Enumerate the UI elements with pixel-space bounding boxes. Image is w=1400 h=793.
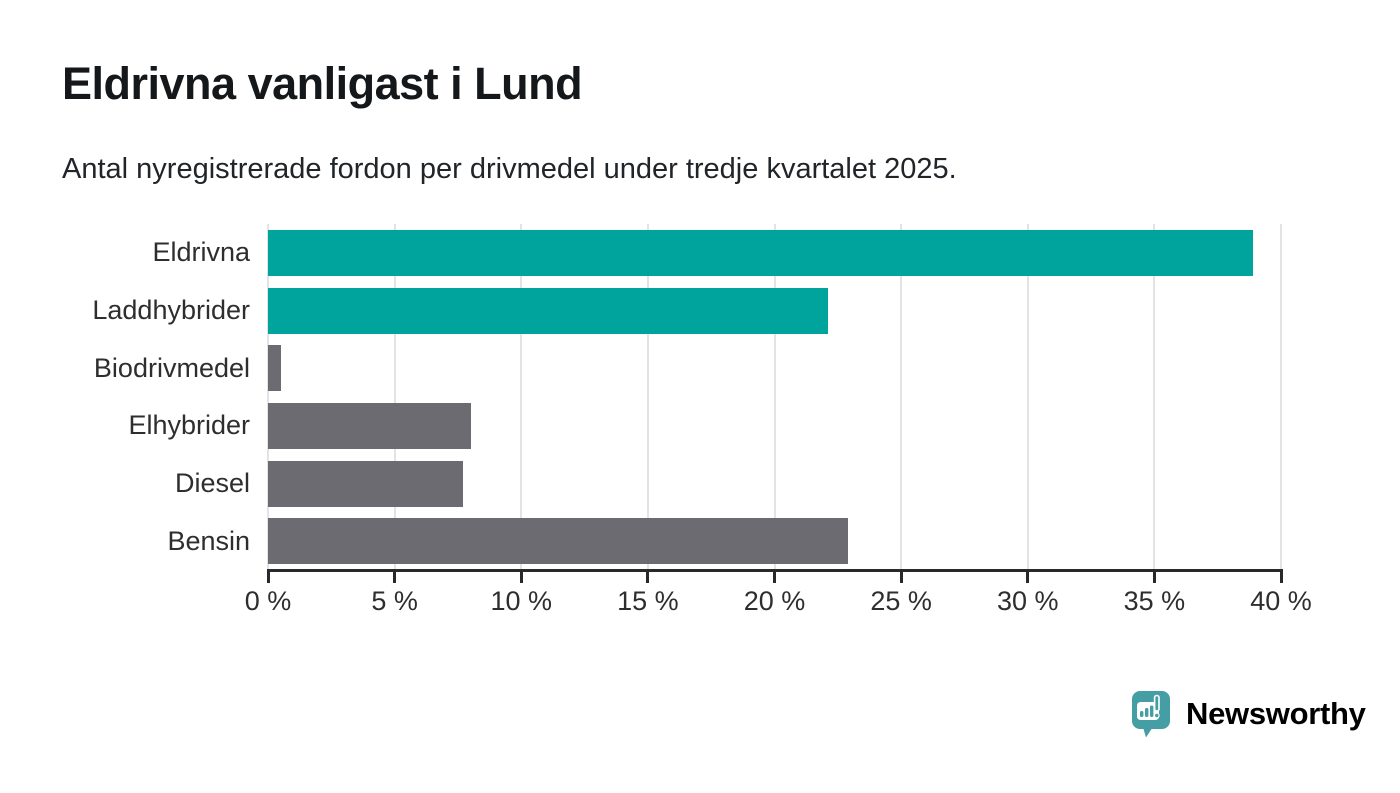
category-label: Bensin — [167, 525, 250, 556]
gridline — [1280, 224, 1282, 570]
x-tick-mark — [1279, 572, 1283, 583]
x-tick-label: 30 % — [996, 586, 1059, 616]
category-label: Laddhybrider — [92, 294, 250, 325]
gridline — [646, 224, 649, 570]
chart-subtitle: Antal nyregistrerade fordon per drivmede… — [62, 153, 957, 185]
gridline — [393, 224, 396, 570]
x-axis-line — [267, 569, 1283, 572]
x-tick-label: 10 % — [490, 586, 553, 616]
bar-diesel — [268, 460, 463, 507]
category-labels: Eldrivna Laddhybrider Biodrivmedel Elhybrid… — [0, 224, 250, 570]
chart-title: Eldrivna vanligast i Lund — [62, 58, 583, 109]
bar-eldrivna — [268, 229, 1254, 276]
category-label: Eldrivna — [152, 237, 250, 268]
x-tick-label: 40 % — [1250, 586, 1312, 616]
x-tick-mark — [393, 572, 397, 583]
x-tick-mark — [266, 572, 270, 583]
newsworthy-logo-text: Newsworthy — [1186, 696, 1366, 731]
gridline — [900, 224, 903, 570]
gridline — [1153, 224, 1156, 570]
x-axis: 0 % 5 % 10 % 15 % 20 % 25 % 30 % 35 % 40 % — [245, 572, 1312, 622]
x-tick-label: 35 % — [1123, 586, 1186, 616]
gridline — [773, 224, 776, 570]
x-tick-mark — [1152, 572, 1156, 583]
category-label: Biodrivmedel — [93, 352, 250, 383]
bar-laddhybrider — [268, 287, 828, 334]
x-tick-mark — [519, 572, 523, 583]
x-tick-label: 20 % — [743, 586, 806, 616]
x-tick-mark — [1026, 572, 1030, 583]
newsworthy-chart-bubble-icon — [1132, 691, 1170, 738]
newsworthy-logo: Newsworthy — [1131, 690, 1366, 738]
category-label: Elhybrider — [128, 410, 250, 441]
x-tick-label: 5 % — [371, 586, 418, 616]
x-tick-mark — [773, 572, 776, 583]
bar-elhybrider — [268, 402, 471, 449]
category-label: Diesel — [174, 467, 250, 498]
bar-biodrivmedel — [268, 345, 281, 392]
gridline — [520, 224, 523, 570]
x-tick-label: 25 % — [870, 586, 932, 616]
x-tick-mark — [899, 572, 903, 583]
logo-exclamation-icon — [1153, 694, 1160, 712]
bar-bensin — [268, 518, 848, 565]
gridline — [267, 224, 269, 570]
x-tick-label: 0 % — [244, 586, 292, 616]
plot-area — [267, 224, 1282, 570]
gridline — [1026, 224, 1029, 570]
x-tick-label: 15 % — [617, 586, 679, 616]
x-tick-mark — [646, 572, 650, 583]
